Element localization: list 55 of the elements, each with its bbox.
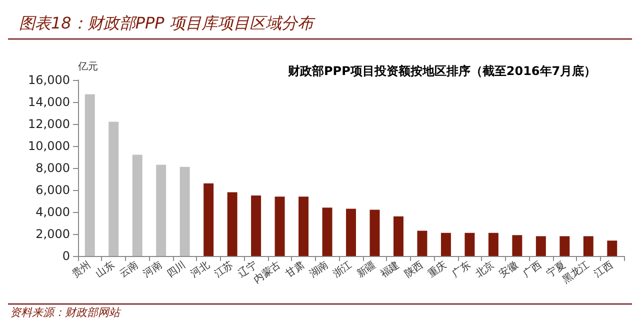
x-tick-label: 北京 (473, 258, 497, 280)
x-tick-label: 江苏 (212, 258, 236, 280)
bar (440, 232, 451, 256)
y-tick-label: 12,000 (28, 117, 70, 131)
y-axis-title: 亿元 (77, 62, 98, 72)
y-tick-label: 6,000 (36, 183, 70, 197)
x-tick-label: 山东 (94, 258, 117, 280)
bar (156, 164, 166, 256)
x-tick-label: 四川 (164, 258, 188, 280)
x-tick-label: 新疆 (354, 258, 378, 280)
bar (560, 236, 570, 256)
x-tick-label: 重庆 (426, 258, 450, 280)
y-tick-label: 4,000 (36, 205, 70, 219)
bar (346, 208, 356, 256)
bar (583, 236, 594, 256)
x-tick-label: 河南 (140, 258, 164, 280)
bar (464, 232, 475, 256)
y-tick-label: 14,000 (28, 95, 70, 109)
y-tick-label: 0 (62, 249, 70, 263)
x-tick-label: 浙江 (330, 258, 354, 280)
x-tick-label: 甘肃 (283, 258, 307, 280)
chart-title: 图表18：财政部PPP 项目库项目区域分布 (19, 14, 316, 32)
bar (108, 122, 119, 256)
x-tick-label: 福建 (378, 258, 402, 280)
y-tick-label: 16,000 (28, 73, 70, 87)
bar (607, 240, 618, 256)
bar (393, 216, 404, 256)
x-tick-label: 安徽 (497, 258, 520, 280)
bar (370, 210, 380, 256)
x-tick-label: 陕西 (402, 258, 426, 280)
bar (132, 154, 142, 256)
x-tick-label: 云南 (117, 258, 141, 280)
x-tick-label: 江西 (592, 258, 616, 280)
y-tick-label: 8,000 (36, 161, 70, 175)
bar (417, 230, 428, 256)
y-tick-label: 2,000 (36, 227, 70, 241)
bar (536, 236, 546, 256)
bar (251, 196, 262, 256)
bar (488, 232, 498, 256)
chart-subtitle: 财政部PPP项目投资额按地区排序（截至2016年7月底） (287, 64, 596, 78)
x-tick-label: 广东 (450, 258, 473, 280)
bar (298, 196, 309, 256)
text: 资料来源：财政部网站 (10, 306, 122, 319)
bar (322, 208, 332, 256)
x-tick-label: 湖南 (307, 258, 330, 280)
bar (180, 166, 190, 256)
bar (204, 183, 214, 256)
bar (227, 192, 238, 256)
bar (512, 235, 522, 256)
x-tick-label: 广西 (520, 258, 544, 280)
bar (84, 94, 95, 256)
x-tick-label: 贵州 (70, 258, 94, 280)
y-tick-label: 10,000 (28, 139, 70, 153)
bar (274, 196, 285, 256)
x-tick-label: 河北 (188, 258, 212, 280)
